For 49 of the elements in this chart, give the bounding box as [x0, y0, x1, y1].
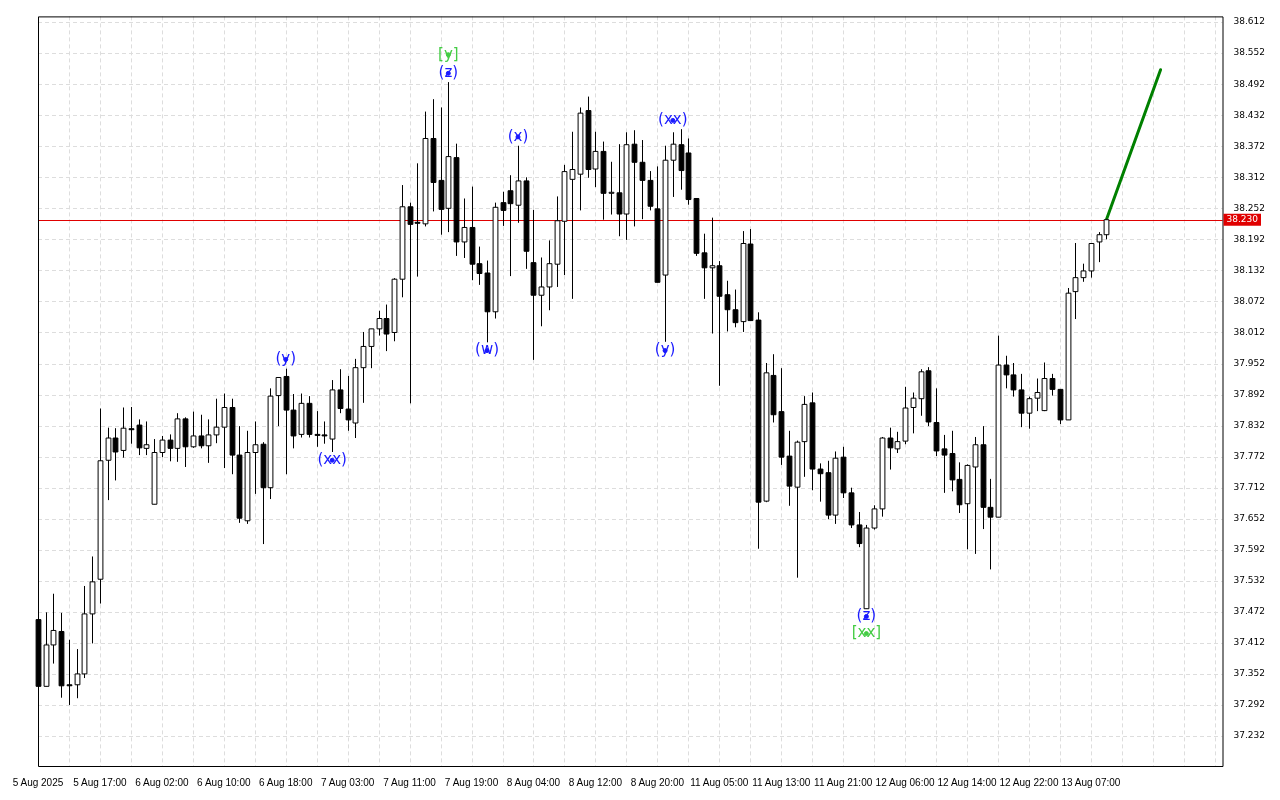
x-tick-label: 13 Aug 07:00 — [1061, 776, 1121, 788]
x-tick-label: 7 Aug 11:00 — [383, 776, 437, 788]
y-tick-label: 38.372 — [1233, 140, 1266, 151]
y-tick-label: 38.072 — [1233, 295, 1266, 306]
y-tick-label: 38.492 — [1233, 78, 1266, 89]
y-tick-label: 37.712 — [1233, 482, 1266, 493]
y-tick-label: 37.472 — [1233, 606, 1266, 617]
data-label: (z) — [438, 63, 459, 82]
data-label: (xx) — [317, 450, 347, 469]
y-tick-label: 38.612 — [1233, 16, 1266, 27]
y-tick-label: 37.892 — [1233, 388, 1266, 399]
x-tick-label: 5 Aug 17:00 — [73, 776, 128, 788]
y-tick-label: 37.832 — [1233, 419, 1266, 430]
ref-line-label: 38.230 — [1226, 214, 1259, 225]
y-tick-label: 37.412 — [1233, 637, 1266, 648]
x-tick-label: 7 Aug 03:00 — [320, 776, 375, 788]
data-label: (z) — [856, 606, 877, 625]
data-label: (w) — [475, 340, 500, 359]
x-tick-label: 12 Aug 14:00 — [937, 776, 997, 788]
x-tick-label: 12 Aug 22:00 — [999, 776, 1059, 788]
x-tick-label: 5 Aug 2025 — [12, 776, 64, 788]
y-tick-label: 37.772 — [1233, 450, 1266, 461]
y-tick-label: 38.432 — [1233, 109, 1266, 120]
x-tick-label: 11 Aug 21:00 — [814, 776, 873, 788]
x-tick-label: 12 Aug 06:00 — [875, 776, 935, 788]
y-tick-label: 37.952 — [1233, 357, 1266, 368]
y-tick-label: 38.012 — [1233, 326, 1266, 337]
y-tick-label: 38.252 — [1233, 202, 1266, 213]
y-tick-label: 38.132 — [1233, 264, 1266, 275]
x-tick-label: 11 Aug 05:00 — [690, 776, 749, 788]
y-tick-label: 38.312 — [1233, 171, 1266, 182]
y-tick-label: 37.292 — [1233, 699, 1266, 710]
y-tick-label: 38.552 — [1233, 47, 1266, 58]
data-label: (xx) — [658, 110, 688, 129]
x-tick-label: 7 Aug 19:00 — [444, 776, 499, 788]
x-tick-label: 6 Aug 10:00 — [197, 776, 251, 788]
x-tick-label: 6 Aug 18:00 — [259, 776, 313, 788]
x-tick-label: 6 Aug 02:00 — [135, 776, 189, 788]
y-tick-label: 37.232 — [1233, 730, 1266, 741]
x-tick-label: 8 Aug 20:00 — [630, 776, 685, 788]
x-tick-label: 8 Aug 04:00 — [506, 776, 561, 788]
y-tick-label: 37.652 — [1233, 513, 1266, 524]
y-tick-label: 37.532 — [1233, 575, 1266, 586]
data-label: [xx] — [851, 623, 882, 642]
x-tick-label: 11 Aug 13:00 — [752, 776, 811, 788]
y-tick-label: 37.592 — [1233, 544, 1266, 555]
y-tick-label: 37.352 — [1233, 668, 1266, 679]
x-tick-label: 8 Aug 12:00 — [568, 776, 623, 788]
y-tick-label: 38.192 — [1233, 233, 1266, 244]
